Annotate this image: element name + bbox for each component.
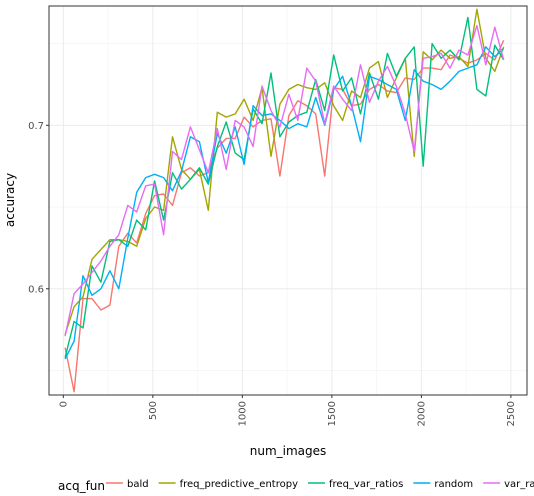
panel-border xyxy=(48,5,528,396)
series-lines xyxy=(64,8,505,393)
y-axis-title: accuracy xyxy=(3,173,17,227)
legend-label-freq-var-ratios: freq_var_ratios xyxy=(329,479,403,490)
panel-background xyxy=(49,6,527,395)
legend-label-var-ratios: var_ratios xyxy=(504,479,534,490)
x-tick-label: 2000 xyxy=(416,401,427,426)
grid-lines xyxy=(49,6,527,395)
legend: acq_fun bald freq_predictive_entropy freq_… xyxy=(58,479,534,493)
x-tick-label: 1500 xyxy=(327,401,338,426)
x-tick-label: 0 xyxy=(58,401,69,407)
legend-label-freq-predictive-entropy: freq_predictive_entropy xyxy=(180,479,298,490)
x-tick-label: 1000 xyxy=(237,401,248,426)
x-axis-title: num_images xyxy=(250,444,327,458)
series-line-var-ratios xyxy=(64,24,505,337)
series-line-freq-var-ratios xyxy=(64,16,505,358)
axes: 0 500 1000 1500 2000 2500 0.6 0.7 xyxy=(28,121,517,427)
legend-label-bald: bald xyxy=(127,479,149,490)
x-tick-label: 500 xyxy=(148,401,159,420)
legend-label-random: random xyxy=(434,479,473,490)
legend-title: acq_fun xyxy=(58,479,105,493)
y-tick-label: 0.7 xyxy=(28,121,44,132)
x-tick-label: 2500 xyxy=(506,401,517,426)
y-tick-label: 0.6 xyxy=(28,284,44,295)
series-line-random xyxy=(64,46,505,360)
